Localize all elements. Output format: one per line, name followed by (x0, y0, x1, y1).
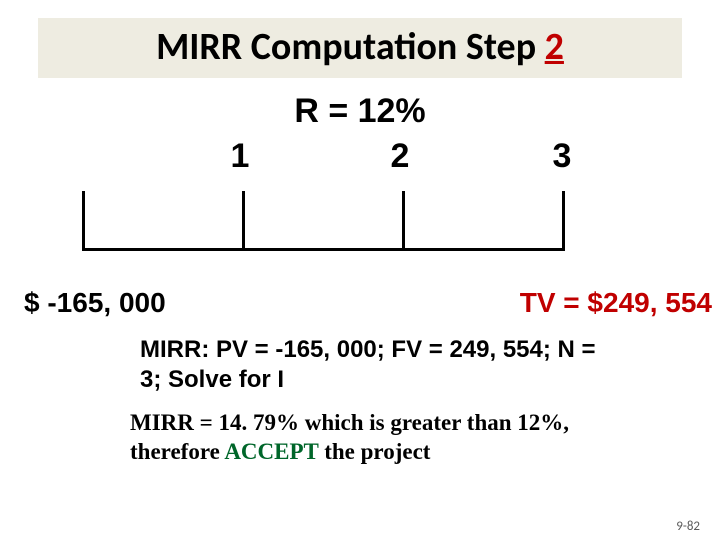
period-3: 3 (553, 137, 572, 176)
title-step: 2 (545, 24, 564, 70)
tv-value: TV = $249, 554 (520, 287, 712, 319)
mirr-calc-text: MIRR: PV = -165, 000; FV = 249, 554; N =… (140, 335, 610, 395)
result-text: MIRR = 14. 79% which is greater than 12%… (130, 409, 610, 467)
values-row: $ -165, 000 TV = $249, 554 (0, 287, 720, 327)
period-labels-row: 1 2 3 (0, 137, 720, 187)
pv-value: $ -165, 000 (24, 287, 166, 319)
period-1: 1 (231, 137, 250, 176)
title-main: MIRR Computation Step (156, 24, 545, 70)
slide-number: 9-82 (676, 519, 700, 534)
rate-text: R = 12% (0, 92, 720, 131)
timeline-baseline (82, 248, 565, 251)
result-accept: ACCEPT (224, 439, 318, 464)
period-2: 2 (391, 137, 410, 176)
result-suffix: the project (318, 439, 430, 464)
tick-3 (562, 191, 565, 251)
title-bar: MIRR Computation Step 2 (38, 18, 682, 78)
tick-2 (402, 191, 405, 251)
tick-1 (242, 191, 245, 251)
timeline (0, 191, 720, 261)
tick-0 (82, 191, 85, 251)
